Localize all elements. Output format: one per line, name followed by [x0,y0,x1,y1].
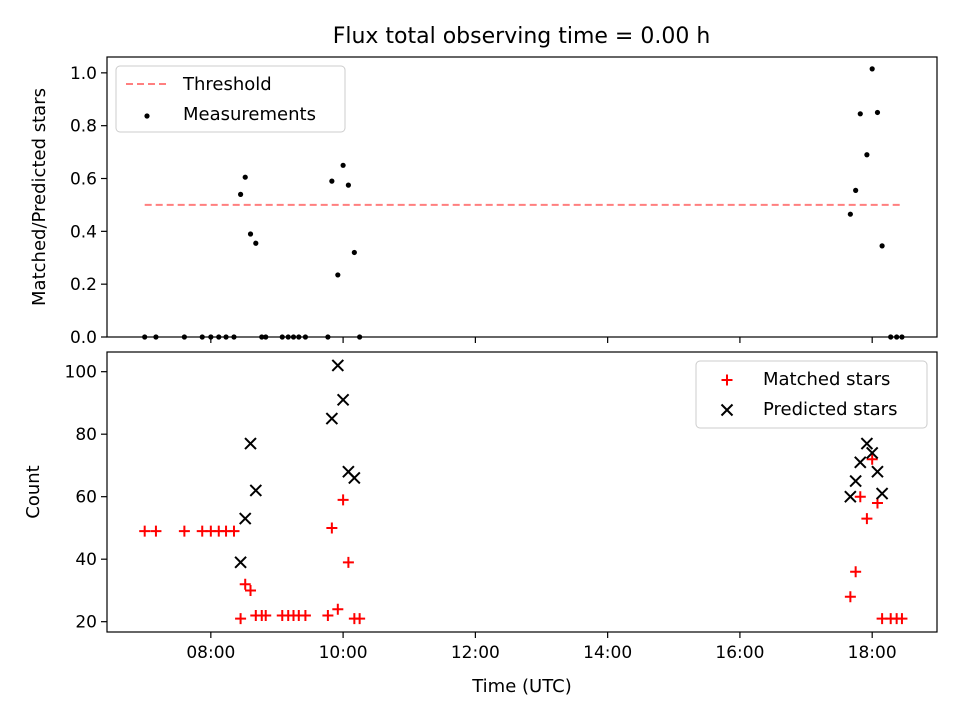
data-point [331,359,345,372]
data-point [342,556,354,568]
legend-label: Predicted stars [763,399,897,420]
data-point [150,525,162,537]
data-point [235,613,247,625]
data-point [336,393,350,407]
data-point [329,178,335,184]
series-matched-stars [139,453,908,625]
data-point [244,437,257,450]
y-tick-label: 0.6 [70,170,97,190]
data-point [849,474,862,488]
legend-label: Threshold [182,74,272,95]
data-point [245,584,257,596]
x-tick-label: 16:00 [715,643,764,663]
data-point [866,453,878,465]
data-point [239,578,251,590]
y-tick-label: 40 [75,550,97,570]
legend: Threshold Measurements [115,65,346,133]
y-axis-label: Matched/Predicted stars [29,88,50,306]
data-point [854,491,866,503]
data-point [340,162,346,168]
axes-frame [106,56,938,338]
data-point [228,525,240,537]
data-point [178,525,190,537]
data-point [247,231,254,237]
data-point [854,456,867,469]
data-point [875,487,889,500]
data-point [345,182,351,188]
legend-box [695,360,928,429]
data-point [332,603,344,615]
y-tick-label: 0.2 [70,275,97,295]
data-point [253,240,259,246]
data-point [325,412,339,425]
x-tick-label: 14:00 [583,643,632,663]
legend: Matched stars Predicted stars [695,360,928,429]
legend-label: Matched stars [763,369,890,390]
axes-frame [106,351,938,633]
y-tick-label: 100 [65,363,97,383]
data-point [853,187,859,193]
data-point [850,566,862,578]
x-tick-label: 10:00 [319,643,368,663]
data-point [861,513,873,525]
x-tick-label: 08:00 [186,643,235,663]
top-panel-ratio-plot: 0.0 0.2 0.4 0.6 0.8 1.0 Matched/Predicted star… [29,56,938,348]
y-tick-label: 0.0 [70,328,97,348]
data-point [857,111,863,117]
x-tick-label: 12:00 [451,643,500,663]
figure-title: Flux total observing time = 0.00 h [333,24,711,49]
data-point [844,490,857,503]
data-point [260,609,272,621]
legend-measurements-swatch [144,113,150,119]
data-point [326,522,338,534]
data-point [249,484,263,497]
legend-label: Measurements [183,104,316,125]
data-point [869,66,875,72]
data-point [351,249,357,256]
data-point [348,471,361,485]
data-point [896,613,908,625]
y-tick-label: 1.0 [70,64,97,84]
data-point [871,465,884,478]
data-point [844,591,856,603]
x-axis-label: Time (UTC) [471,676,572,697]
y-axis-label: Count [23,465,44,518]
y-tick-label: 60 [75,488,97,508]
data-point [865,446,879,460]
y-tick-label: 20 [75,613,97,633]
data-point [860,437,874,450]
data-point [847,211,853,217]
legend-predicted-swatch [720,403,734,417]
data-point [864,152,870,158]
legend-box [115,65,346,133]
data-point [239,512,252,525]
data-point [322,609,334,621]
bottom-panel-count-plot: 20 40 60 80 100 08:00 10:00 12:00 14:00 16:00 18:0… [23,351,938,697]
data-point [234,556,247,569]
data-point [879,243,885,249]
y-tick-label: 0.8 [70,117,97,137]
y-tick-label: 80 [75,425,97,445]
data-point [237,191,244,197]
series-predicted-stars [234,359,889,569]
data-point [874,109,881,116]
data-point [354,613,366,625]
x-tick-label: 18:00 [848,643,897,663]
legend-matched-swatch [721,374,733,386]
y-tick-label: 0.4 [70,222,97,242]
data-point [337,494,349,506]
data-point [335,272,341,278]
data-point [139,525,151,537]
data-point [242,174,248,180]
data-point [299,609,311,621]
